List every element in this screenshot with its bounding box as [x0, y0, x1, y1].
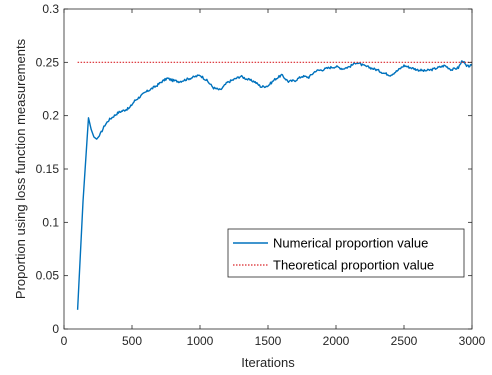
y-tick-label: 0.3: [42, 2, 59, 16]
y-tick-label: 0.2: [42, 109, 59, 123]
y-tick-label: 0: [52, 322, 59, 336]
x-tick-label: 0: [61, 334, 68, 348]
x-tick-label: 2500: [391, 334, 418, 348]
x-tick-label: 500: [122, 334, 142, 348]
ticks-layer: 0 500 1000 1500 2000 2500 3000 0 0.05 0.1 0.15 0.2 0…: [36, 2, 486, 348]
x-tick-label: 1000: [187, 334, 214, 348]
x-axis-label: Iterations: [241, 355, 295, 370]
legend-box: [227, 228, 465, 278]
plot-area: [64, 9, 472, 329]
y-tick-label: 0.15: [36, 162, 60, 176]
legend: Numerical proportion value Theoretical p…: [227, 228, 465, 278]
series-line-numerical: [76, 60, 472, 310]
series-layer: [76, 60, 472, 310]
x-tick-label: 1500: [255, 334, 282, 348]
x-tick-label: 3000: [459, 334, 486, 348]
y-tick-label: 0.1: [42, 215, 59, 229]
y-axis-label: Proportion using loss function measureme…: [13, 38, 28, 299]
legend-label-theoretical: Theoretical proportion value: [273, 258, 434, 273]
y-tick-label: 0.25: [36, 55, 60, 69]
y-tick-label: 0.05: [36, 269, 60, 283]
x-tick-label: 2000: [323, 334, 350, 348]
legend-label-numerical: Numerical proportion value: [273, 236, 428, 251]
